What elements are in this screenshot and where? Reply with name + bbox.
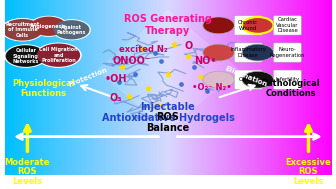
Circle shape [242, 44, 274, 61]
Point [133, 72, 138, 75]
Text: •OH: •OH [104, 74, 127, 84]
Circle shape [31, 17, 67, 36]
FancyBboxPatch shape [274, 43, 301, 62]
Text: Moderate
ROS
Levels: Moderate ROS Levels [5, 158, 50, 186]
Text: Against
Pathogens: Against Pathogens [57, 25, 86, 35]
Circle shape [4, 45, 47, 67]
Text: O₃: O₃ [109, 93, 122, 103]
Text: Cancer: Cancer [239, 77, 257, 82]
Point [152, 51, 158, 54]
Point [208, 47, 213, 50]
FancyBboxPatch shape [274, 70, 301, 89]
Text: NO•: NO• [194, 56, 217, 66]
Text: Neuro-
Regeneration: Neuro- Regeneration [270, 47, 305, 58]
Text: Cellular
Signaling
Networks: Cellular Signaling Networks [12, 48, 39, 64]
Circle shape [30, 16, 68, 36]
FancyBboxPatch shape [274, 16, 301, 35]
Text: excited N₂: excited N₂ [119, 45, 168, 53]
Circle shape [203, 71, 234, 88]
Text: Protection: Protection [68, 67, 108, 88]
Point [165, 72, 171, 75]
Text: Recruitment
of Immune
Cells: Recruitment of Immune Cells [5, 22, 40, 38]
FancyBboxPatch shape [234, 16, 262, 35]
Circle shape [242, 71, 274, 88]
Text: Elimination: Elimination [224, 65, 268, 88]
Point [178, 83, 184, 86]
Text: Physiological
Functions: Physiological Functions [12, 79, 75, 98]
Point [205, 90, 210, 93]
Circle shape [37, 43, 80, 67]
Point [185, 55, 190, 58]
Text: Injectable
Antioxidative Hydrogels: Injectable Antioxidative Hydrogels [101, 102, 235, 123]
Text: Chronic
Wound: Chronic Wound [238, 20, 258, 31]
Text: O: O [184, 40, 193, 50]
Circle shape [6, 45, 46, 67]
Point [116, 81, 122, 84]
Text: Cardiac
Vascular
Disease: Cardiac Vascular Disease [276, 18, 299, 33]
Text: ROS
Balance: ROS Balance [146, 112, 190, 133]
Text: •O₂⁻ N₂•: •O₂⁻ N₂• [193, 83, 232, 92]
Point [159, 60, 164, 63]
Point [139, 47, 144, 50]
Circle shape [203, 17, 234, 34]
Circle shape [2, 19, 43, 41]
Point [156, 104, 161, 107]
Text: Inflammatory
Disease: Inflammatory Disease [230, 47, 266, 58]
Text: Infertility: Infertility [275, 77, 299, 82]
Point [172, 42, 177, 45]
Text: Excessive
ROS
Levels: Excessive ROS Levels [286, 158, 331, 186]
Circle shape [52, 20, 90, 40]
Circle shape [53, 20, 89, 40]
Point [192, 65, 197, 68]
Circle shape [242, 17, 274, 34]
Text: Angiogenesis: Angiogenesis [30, 24, 67, 29]
Circle shape [36, 43, 81, 67]
FancyBboxPatch shape [234, 70, 262, 89]
Point [120, 65, 125, 68]
Text: Pathological
Conditions: Pathological Conditions [261, 79, 320, 98]
Point [145, 86, 151, 89]
Point [198, 76, 203, 79]
Circle shape [203, 44, 234, 61]
Text: Cell Migration
and
Proliferation: Cell Migration and Proliferation [39, 47, 78, 63]
FancyBboxPatch shape [234, 43, 262, 62]
Text: ROS Generating
Therapy: ROS Generating Therapy [124, 14, 212, 36]
Text: ONOO⁻: ONOO⁻ [112, 56, 151, 66]
Point [126, 95, 131, 98]
Polygon shape [96, 9, 240, 131]
Circle shape [1, 18, 44, 41]
